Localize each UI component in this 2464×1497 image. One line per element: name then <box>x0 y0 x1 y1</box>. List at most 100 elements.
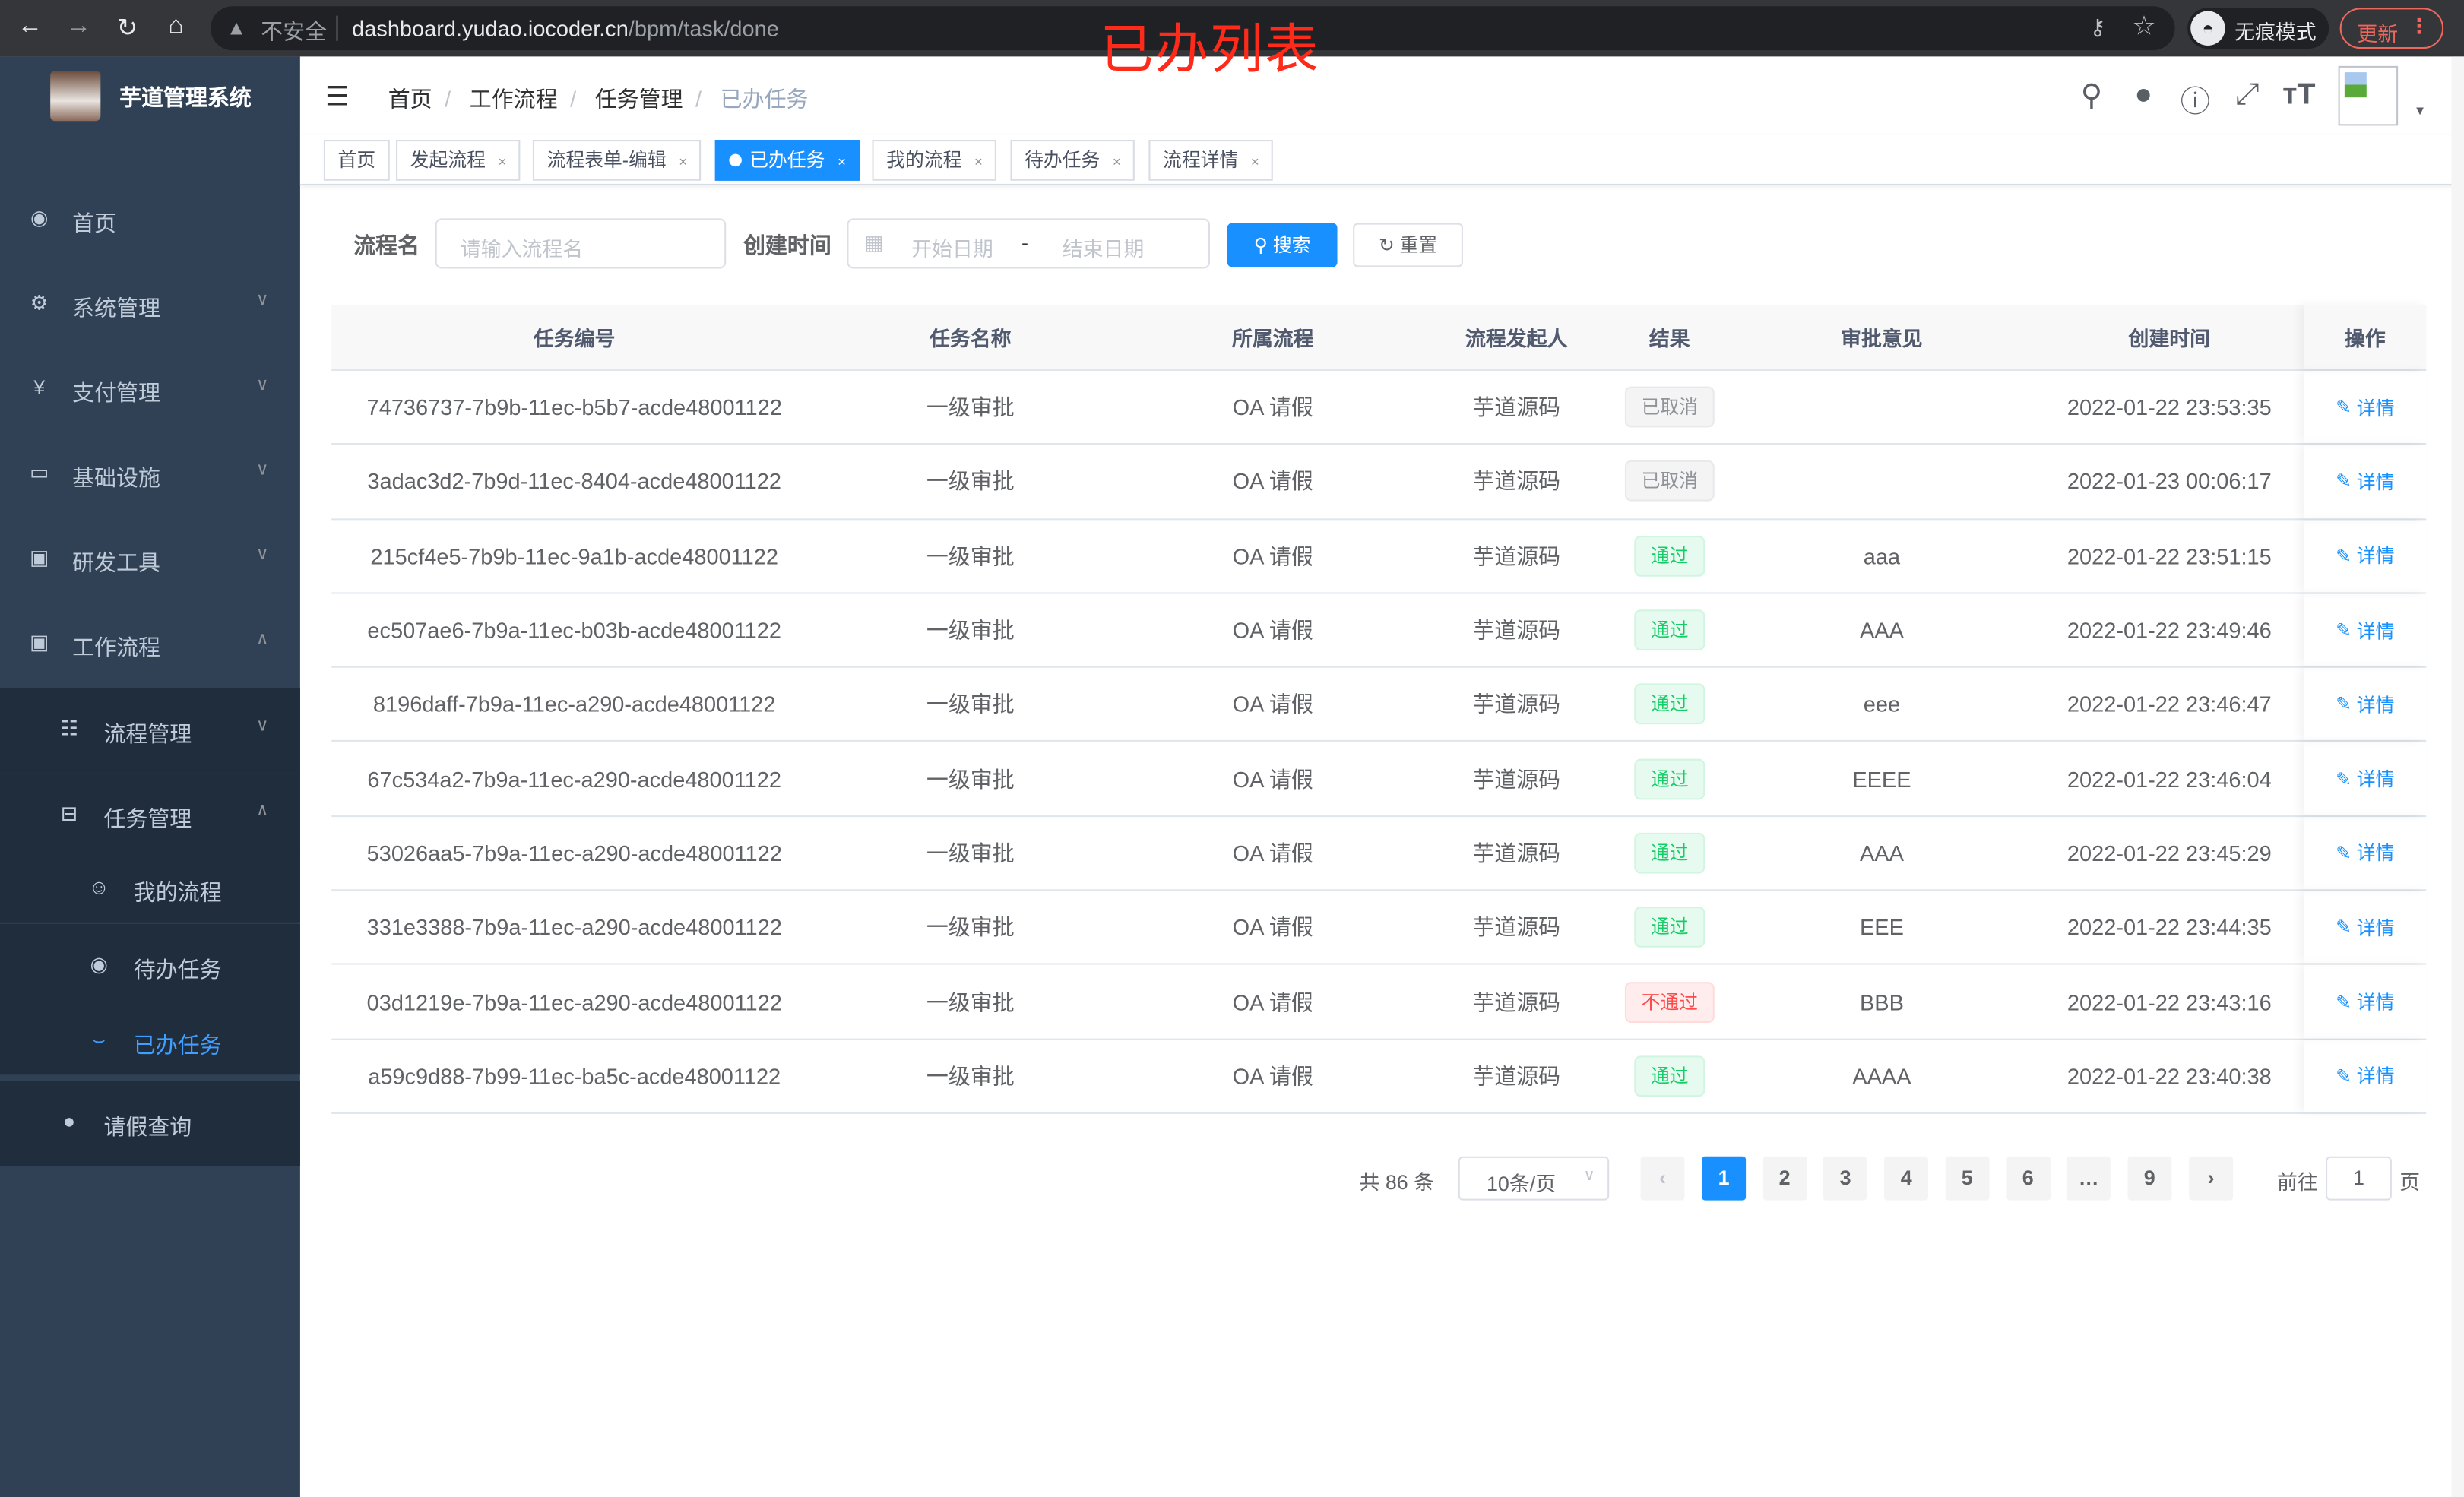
create-time: 2022-01-22 23:53:35 <box>2067 394 2272 420</box>
detail-link[interactable]: ✎ 详情 <box>2304 520 2426 593</box>
sidebar-item[interactable]: ▭ 基础设施 ∨ <box>0 432 300 517</box>
page-button[interactable]: 2 <box>1762 1156 1807 1201</box>
help-icon[interactable]: ⓘ <box>2180 86 2211 120</box>
sidebar-item[interactable]: ☺ 我的流程 <box>0 847 300 923</box>
page-button[interactable]: 9 <box>2127 1156 2172 1201</box>
hamburger-icon[interactable]: ☰ <box>325 81 350 112</box>
page-button[interactable]: 3 <box>1823 1156 1868 1201</box>
sidebar-item[interactable]: ◉ 首页 <box>0 178 300 263</box>
create-time: 2022-01-22 23:44:35 <box>2067 914 2272 940</box>
search-button[interactable]: ⚲ 搜索 <box>1227 223 1338 267</box>
detail-link[interactable]: ✎ 详情 <box>2304 742 2426 815</box>
fullscreen-icon[interactable]: ⤢ <box>2234 78 2260 112</box>
breadcrumb-item[interactable]: 首页 <box>388 86 432 112</box>
prev-page-button[interactable]: ‹ <box>1640 1156 1685 1201</box>
status-badge: 通过 <box>1635 832 1705 874</box>
forward-icon[interactable]: → <box>65 12 91 40</box>
column-header: 所属流程 <box>1231 327 1314 351</box>
starter: 芋道源码 <box>1472 692 1561 717</box>
breadcrumb-item[interactable]: 任务管理 <box>594 86 683 112</box>
tag-tab[interactable]: 发起流程 × <box>396 140 521 181</box>
detail-link[interactable]: ✎ 详情 <box>2304 445 2426 518</box>
close-icon[interactable]: × <box>498 153 507 170</box>
sidebar-item[interactable]: ◉ 待办任务 <box>0 923 300 999</box>
process-name: OA 请假 <box>1232 766 1313 792</box>
avatar[interactable] <box>2338 65 2399 126</box>
page-button[interactable]: 1 <box>1702 1156 1747 1201</box>
end-date[interactable]: 结束日期 <box>1062 237 1145 261</box>
date-range-picker[interactable]: ▦ 开始日期 - 结束日期 <box>847 218 1211 269</box>
tag-label: 流程表单-编辑 <box>546 149 667 172</box>
detail-link[interactable]: ✎ 详情 <box>2304 891 2426 964</box>
tag-tab[interactable]: 流程详情 × <box>1148 140 1274 181</box>
page-button[interactable]: 6 <box>2006 1156 2051 1201</box>
detail-link[interactable]: ✎ 详情 <box>2304 1040 2426 1112</box>
url-text[interactable]: dashboard.yudao.iocoder.cn/bpm/task/done <box>352 16 779 41</box>
detail-link[interactable]: ✎ 详情 <box>2304 371 2426 444</box>
github-icon[interactable]: ● <box>2134 78 2153 112</box>
close-icon[interactable]: × <box>838 153 846 170</box>
more-pages-button[interactable]: … <box>2067 1156 2111 1201</box>
sidebar-item[interactable]: ▣ 工作流程 ∧ <box>0 602 300 687</box>
page-button[interactable]: 5 <box>1945 1156 1990 1201</box>
caret-down-icon[interactable]: ▼ <box>2413 103 2427 119</box>
task-name: 一级审批 <box>926 1063 1015 1089</box>
tag-tab[interactable]: 流程表单-编辑 × <box>532 140 702 181</box>
home-icon[interactable]: ⌂ <box>168 12 184 40</box>
goto-page-input[interactable]: 1 <box>2326 1156 2392 1201</box>
page-size-select[interactable]: 10条/页 ∨ <box>1458 1156 1610 1201</box>
reload-icon[interactable]: ↻ <box>116 15 138 43</box>
comment: aaa <box>1863 543 1901 568</box>
result-cell: 通过 <box>1610 817 1728 890</box>
process-name: OA 请假 <box>1232 840 1313 866</box>
detail-link[interactable]: ✎ 详情 <box>2304 668 2426 741</box>
search-icon[interactable]: ⚲ <box>2080 80 2103 113</box>
close-icon[interactable]: × <box>1112 153 1121 170</box>
reset-button[interactable]: ↻ 重置 <box>1353 223 1463 267</box>
back-icon[interactable]: ← <box>17 12 43 40</box>
next-page-button[interactable]: › <box>2189 1156 2234 1201</box>
sidebar-item[interactable]: ☷ 流程管理 ∨ <box>0 688 300 774</box>
star-icon[interactable]: ☆ <box>2132 11 2156 41</box>
detail-link[interactable]: ✎ 详情 <box>2304 817 2426 890</box>
detail-link[interactable]: ✎ 详情 <box>2304 965 2426 1038</box>
edit-icon: ✎ <box>2336 916 2357 938</box>
result-cell: 通过 <box>1610 520 1728 593</box>
key-icon[interactable]: ⚷ <box>2089 14 2106 40</box>
close-icon[interactable]: × <box>1250 153 1259 170</box>
sidebar-item[interactable]: ⌣ 已办任务 <box>0 999 300 1075</box>
start-date[interactable]: 开始日期 <box>911 237 993 261</box>
close-icon[interactable]: × <box>679 153 688 170</box>
tag-tab[interactable]: 待办任务 × <box>1010 140 1135 181</box>
detail-link[interactable]: ✎ 详情 <box>2304 593 2426 666</box>
chevron-down-icon: ∨ <box>255 290 269 310</box>
address-bar[interactable]: ▲ 不安全 dashboard.yudao.iocoder.cn/bpm/tas… <box>211 6 2175 51</box>
update-button[interactable]: 更新 ⋮ <box>2339 8 2444 49</box>
monitor-icon: ▭ <box>29 460 49 484</box>
process-name: OA 请假 <box>1232 914 1313 940</box>
process-name-input[interactable]: 请输入流程名 <box>435 218 727 269</box>
result-cell: 通过 <box>1610 593 1728 666</box>
sidebar-item[interactable]: ¥ 支付管理 ∨ <box>0 347 300 432</box>
incognito-badge[interactable]: ◓ 无痕模式 <box>2187 8 2329 49</box>
tag-tab[interactable]: 我的流程 × <box>872 140 997 181</box>
chevron-down-icon: ∨ <box>255 460 269 479</box>
sidebar-item-label: 工作流程 <box>72 635 160 660</box>
sidebar-item[interactable]: ⚙ 系统管理 ∨ <box>0 262 300 347</box>
tag-tab[interactable]: 首页 <box>323 140 390 181</box>
sidebar-item[interactable]: ● 请假查询 <box>0 1081 300 1166</box>
edit-icon: ✎ <box>2336 396 2357 419</box>
navbar: ☰ 首页 / 工作流程 / 任务管理 / 已办任务 ⚲ ● ⓘ ⤢ тT ▼ <box>299 56 2464 135</box>
page-button[interactable]: 4 <box>1884 1156 1929 1201</box>
font-size-icon[interactable]: тT <box>2282 78 2316 112</box>
column-header: 结果 <box>1648 327 1690 351</box>
scrollbar[interactable] <box>2451 56 2464 1497</box>
breadcrumb-item[interactable]: 工作流程 <box>469 86 558 112</box>
sidebar-item[interactable]: ▣ 研发工具 ∨ <box>0 517 300 602</box>
sidebar-item[interactable]: ⊟ 任务管理 ∧ <box>0 773 300 858</box>
tag-tab[interactable]: 已办任务 × <box>714 140 860 181</box>
close-icon[interactable]: × <box>974 153 983 170</box>
comment: EEE <box>1859 914 1904 940</box>
status-badge: 不通过 <box>1625 981 1714 1023</box>
app-title: 芋道管理系统 <box>119 84 252 110</box>
